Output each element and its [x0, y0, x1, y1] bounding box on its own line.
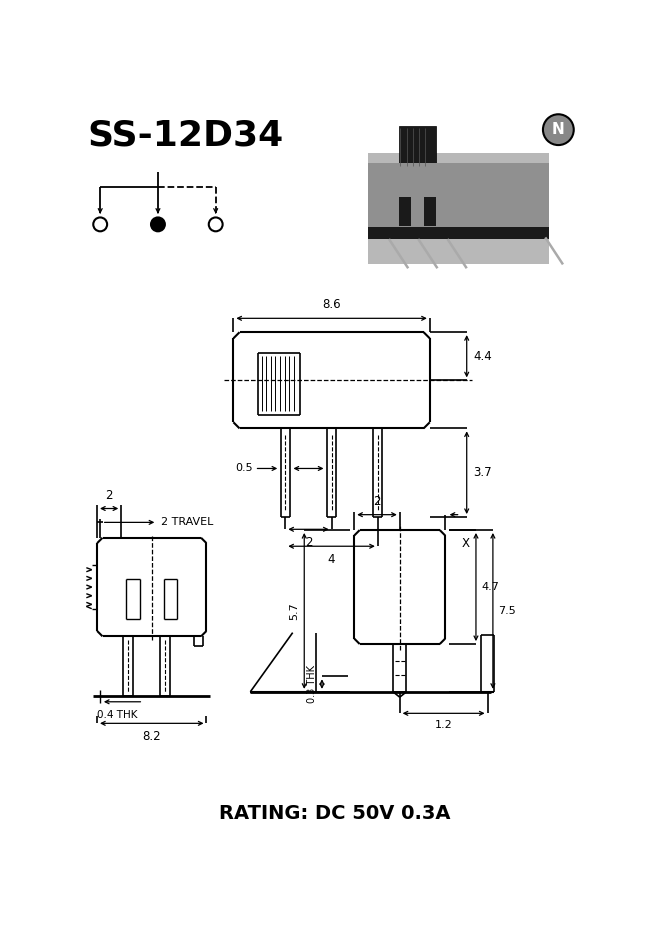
Text: 8.6: 8.6 — [323, 299, 341, 312]
Bar — [399, 126, 436, 168]
Text: 0.3 THK: 0.3 THK — [308, 665, 317, 703]
Text: RATING: DC 50V 0.3A: RATING: DC 50V 0.3A — [219, 804, 451, 823]
Text: 2: 2 — [374, 494, 381, 508]
Text: SS-12D34: SS-12D34 — [87, 118, 283, 152]
Text: 8.2: 8.2 — [142, 731, 161, 744]
Text: 3.7: 3.7 — [473, 466, 492, 480]
Text: 0.5: 0.5 — [236, 464, 253, 473]
Text: X: X — [462, 537, 470, 550]
Circle shape — [151, 217, 165, 231]
Text: 4.7: 4.7 — [481, 582, 500, 592]
Text: N: N — [552, 122, 565, 137]
Text: 0.4 THK: 0.4 THK — [97, 710, 138, 720]
Bar — [399, 197, 411, 226]
Bar — [368, 153, 549, 264]
Text: 2: 2 — [105, 489, 113, 502]
Text: 5.7: 5.7 — [289, 602, 299, 620]
Circle shape — [543, 114, 574, 145]
Text: 4: 4 — [328, 553, 336, 566]
Bar — [368, 162, 549, 186]
Text: 2 TRAVEL: 2 TRAVEL — [161, 518, 213, 527]
Text: 2: 2 — [305, 536, 312, 550]
Text: 1.2: 1.2 — [435, 720, 453, 731]
Text: 4.4: 4.4 — [473, 350, 492, 363]
Bar — [368, 162, 549, 236]
Bar — [368, 227, 549, 239]
Text: 7.5: 7.5 — [498, 606, 516, 616]
Bar — [424, 197, 436, 226]
